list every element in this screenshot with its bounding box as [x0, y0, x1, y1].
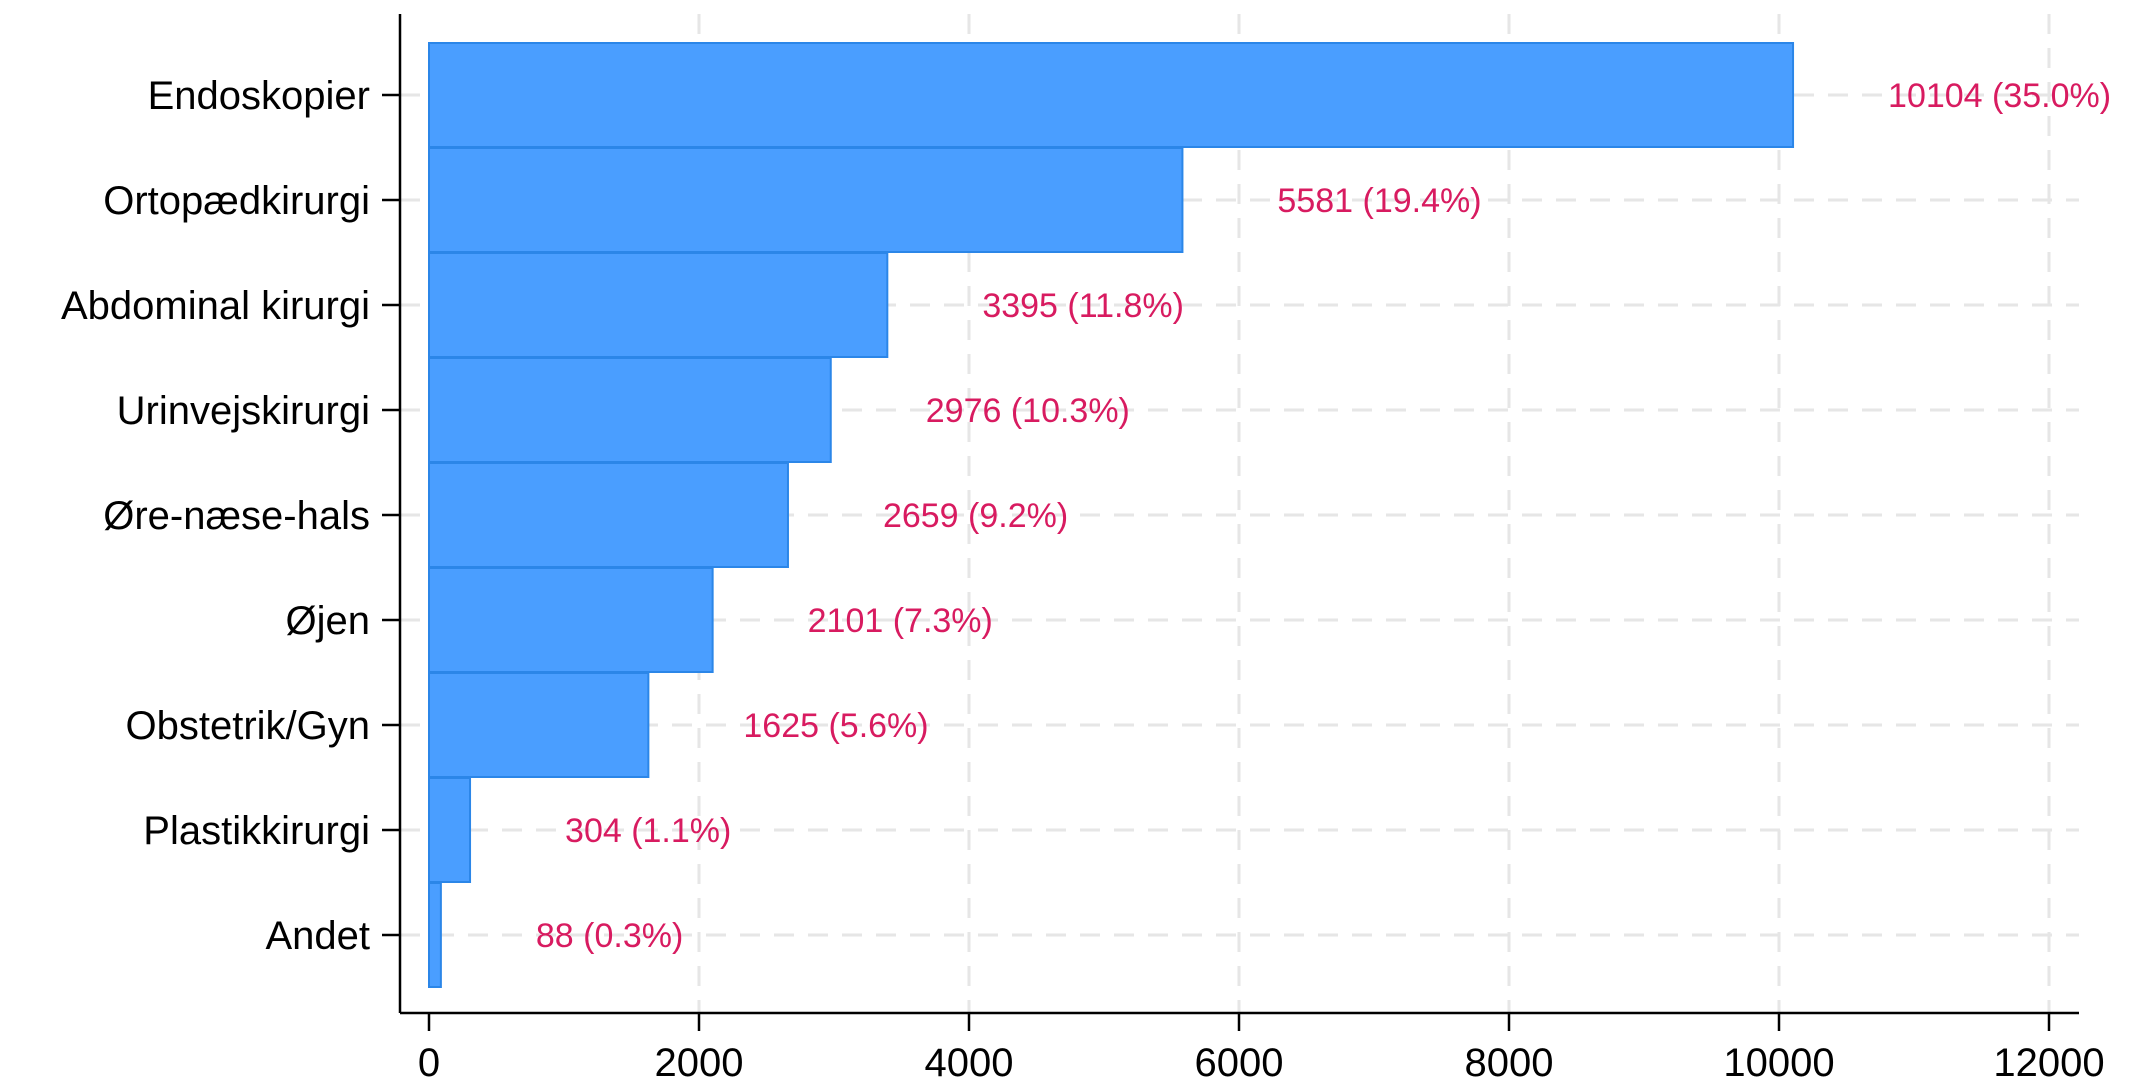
- data-label: 2659 (9.2%): [883, 497, 1068, 535]
- data-label: 2976 (10.3%): [926, 392, 1130, 430]
- bar-3: [428, 252, 889, 358]
- category-label: Øjen: [286, 599, 371, 643]
- bar-6: [428, 567, 714, 673]
- x-tick-label: 8000: [1465, 1041, 1554, 1085]
- category-label: Andet: [265, 914, 370, 958]
- category-label: Øre-næse-hals: [103, 494, 370, 538]
- bar-5: [428, 462, 789, 568]
- data-label: 5581 (19.4%): [1277, 182, 1481, 220]
- bar-8: [428, 777, 472, 883]
- category-label: Urinvejskirurgi: [117, 389, 370, 433]
- bars: [428, 42, 1795, 988]
- category-label: Abdominal kirurgi: [61, 284, 370, 328]
- category-label: Plastikkirurgi: [143, 809, 370, 853]
- x-tick-label: 10000: [1723, 1041, 1834, 1085]
- x-tick-label: 6000: [1195, 1041, 1284, 1085]
- labels: Endoskopier Ortopædkirurgi Abdominal kirur…: [61, 74, 2111, 1085]
- x-tick-label: 0: [418, 1041, 440, 1085]
- bar-2: [428, 147, 1184, 253]
- category-label: Obstetrik/Gyn: [125, 704, 370, 748]
- x-tick-label: 4000: [925, 1041, 1014, 1085]
- data-label: 3395 (11.8%): [982, 287, 1184, 325]
- data-label: 1625 (5.6%): [743, 707, 928, 745]
- category-label: Endoskopier: [148, 74, 370, 118]
- x-tick-label: 2000: [655, 1041, 744, 1085]
- bar-1: [428, 42, 1795, 148]
- axes: [382, 14, 2079, 1031]
- bar-7: [428, 672, 650, 778]
- data-label: 304 (1.1%): [565, 812, 731, 850]
- x-tick-label: 12000: [1993, 1041, 2104, 1085]
- category-label: Ortopædkirurgi: [103, 179, 370, 223]
- data-label: 10104 (35.0%): [1888, 77, 2111, 115]
- data-label: 2101 (7.3%): [808, 602, 993, 640]
- bar-4: [428, 357, 832, 463]
- data-label: 88 (0.3%): [536, 917, 683, 955]
- bar-9: [428, 882, 442, 988]
